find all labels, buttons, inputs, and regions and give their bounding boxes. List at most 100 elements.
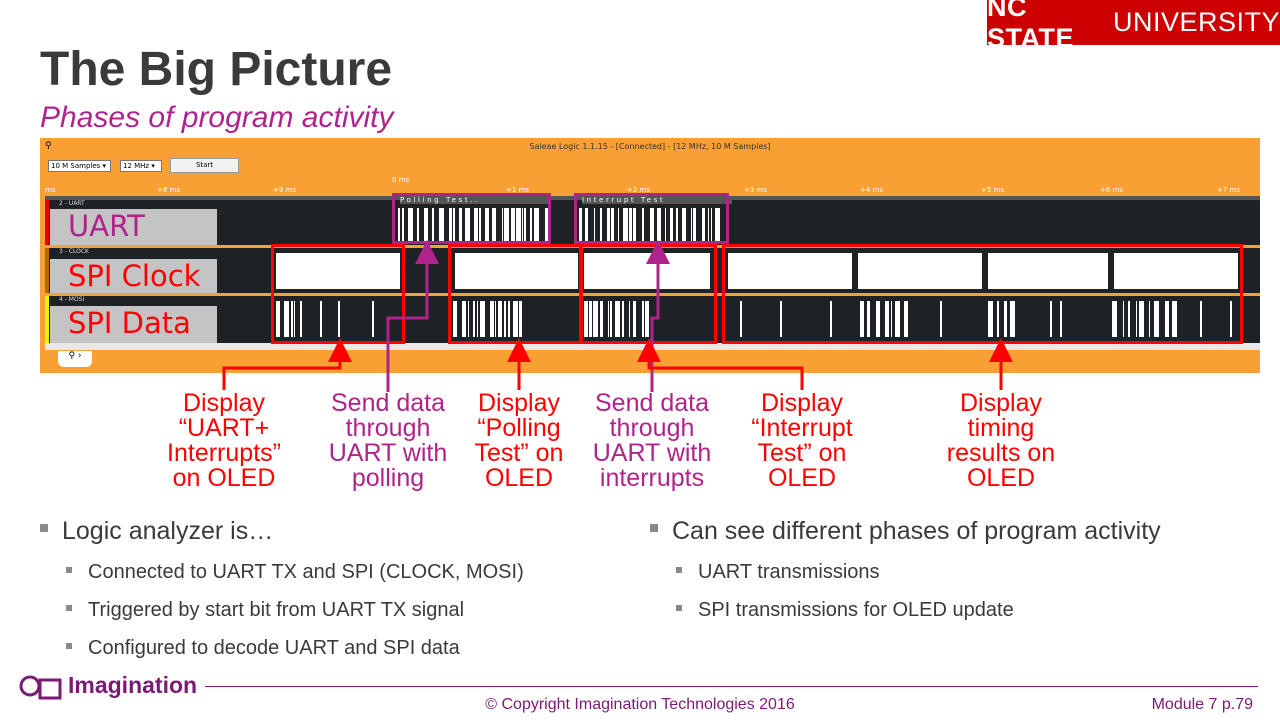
time-tick: +1 ms: [506, 186, 530, 194]
waveform-pulse: [708, 208, 709, 242]
time-tick: +9 ms: [273, 186, 297, 194]
bullet-left-sub-3: Configured to decode UART and SPI data: [66, 637, 460, 660]
waveform-pulse: [593, 301, 598, 337]
window-title: Saleae Logic 1.1.15 - [Connected] - [12 …: [529, 142, 771, 151]
waveform-pulse: [676, 208, 678, 242]
waveform-pulse: [513, 301, 518, 337]
waveform-pulse: [417, 208, 419, 242]
annotation-line: UART with: [328, 439, 448, 467]
waveform-pulse: [1154, 301, 1159, 337]
bullet-text: Triggered by start bit from UART TX sign…: [88, 599, 465, 621]
waveform-pulse: [477, 301, 478, 337]
waveform-pulse: [432, 208, 434, 242]
waveform-block: [320, 301, 322, 337]
annotation-line: “UART+: [178, 414, 270, 442]
waveform-pulse: [585, 208, 588, 242]
waveform-pulse: [715, 208, 720, 242]
waveform-block: [590, 301, 592, 337]
waveform-block: [780, 301, 782, 337]
annotation-line: “Polling: [477, 414, 561, 442]
waveform-pulse: [618, 208, 619, 242]
waveform-pulse: [480, 301, 485, 337]
waveform-pulse: [579, 208, 582, 242]
waveform-pulse: [629, 301, 630, 337]
annotation-line: Interrupts”: [167, 439, 281, 467]
waveform-pulse: [453, 301, 457, 337]
annotation-line: through: [609, 414, 695, 442]
waveform-pulse: [294, 301, 295, 337]
bullet-left-sub-1: Connected to UART TX and SPI (CLOCK, MOS…: [66, 561, 524, 584]
ncsu-logo: NC STATE UNIVERSITY: [987, 0, 1280, 53]
waveform-pulse: [702, 208, 705, 242]
annotation-line: results on: [946, 439, 1056, 467]
waveform-pulse: [682, 208, 686, 242]
waveform-pulse: [594, 208, 595, 242]
search-tab[interactable]: ⚲ ›: [58, 351, 92, 367]
waveform-block: [372, 301, 374, 337]
annotation-line: “Interrupt: [751, 414, 853, 442]
waveform-pulse: [474, 208, 478, 242]
waveform-pulse: [1004, 301, 1007, 337]
start-button[interactable]: Start: [170, 158, 239, 173]
waveform-pulse: [665, 208, 666, 242]
waveform-pulse: [490, 301, 494, 337]
annotation-line: OLED: [484, 464, 554, 492]
waveform-block: [940, 301, 942, 337]
slide-title: The Big Picture: [40, 43, 393, 96]
channel-overlay-label: SPI Data: [50, 306, 217, 343]
samples-select[interactable]: 10 M Samples ▾: [48, 160, 111, 172]
waveform-pulse: [1136, 301, 1137, 337]
bullet-left-main: Logic analyzer is…: [40, 517, 273, 546]
zero-time-label: 0 ms: [392, 176, 410, 184]
page-number: Module 7 p.79: [1151, 696, 1253, 713]
bullet-right-sub-1: UART transmissions: [676, 561, 880, 584]
waveform-pulse: [1172, 301, 1177, 337]
waveform-block: [455, 253, 578, 289]
logo-text: UNIVERSITY: [1112, 7, 1280, 37]
bullet-right-sub-2: SPI transmissions for OLED update: [676, 599, 1014, 622]
waveform-pulse: [904, 301, 908, 337]
waveform-pulse: [519, 301, 522, 337]
rate-select[interactable]: 12 MHz ▾: [120, 160, 162, 172]
imagination-logo-mark: [19, 675, 62, 700]
waveform-pulse: [600, 301, 603, 337]
waveform-pulse: [468, 301, 469, 337]
phase-annotation: Send data through UART with interrupts: [593, 391, 712, 491]
waveform-pulse: [402, 208, 404, 242]
annotation-line: Test” on: [757, 439, 847, 467]
waveform-pulse: [485, 208, 489, 242]
waveform-pulse: [1139, 301, 1144, 337]
logo-text: Imagination: [68, 672, 198, 699]
waveform-pulse: [642, 208, 644, 242]
annotation-line: UART with: [592, 439, 712, 467]
phase-annotation: Display “Interrupt Test” on OLED: [751, 391, 852, 491]
phase-annotation: Display “UART+ Interrupts” on OLED: [167, 391, 281, 491]
annotation-line: Send data: [331, 389, 445, 417]
annotation-line: Display: [478, 389, 560, 417]
waveform-block: [858, 253, 982, 289]
annotation-line: interrupts: [599, 464, 705, 492]
waveform-pulse: [891, 301, 892, 337]
waveform-pulse: [291, 301, 293, 337]
arrow-uart-interrupts: [646, 240, 670, 392]
annotation-line: OLED: [966, 464, 1036, 492]
waveform-pulse: [608, 301, 609, 337]
waveform-block: [610, 301, 612, 337]
bullet-text: Logic analyzer is…: [62, 517, 274, 545]
waveform-pulse: [650, 208, 654, 242]
waveform-pulse: [524, 208, 526, 242]
phase-annotation: Send data through UART with polling: [329, 391, 448, 491]
annotation-line: Test” on: [474, 439, 564, 467]
uart-decoded-interrupt: Interrupt Test: [582, 196, 732, 204]
waveform-pulse: [276, 301, 280, 337]
waveform-pulse: [439, 208, 444, 242]
waveform-pulse: [473, 301, 475, 337]
waveform-pulse: [449, 208, 452, 242]
annotation-line: Send data: [595, 389, 709, 417]
waveform-pulse: [545, 208, 549, 242]
waveform-pulse: [522, 208, 523, 242]
arrow-display-interrupt: [637, 338, 804, 390]
phase-annotation: Display timing results on OLED: [947, 391, 1055, 491]
copyright: © Copyright Imagination Technologies 201…: [485, 696, 795, 713]
channel-id: 2 - UART: [59, 200, 85, 207]
